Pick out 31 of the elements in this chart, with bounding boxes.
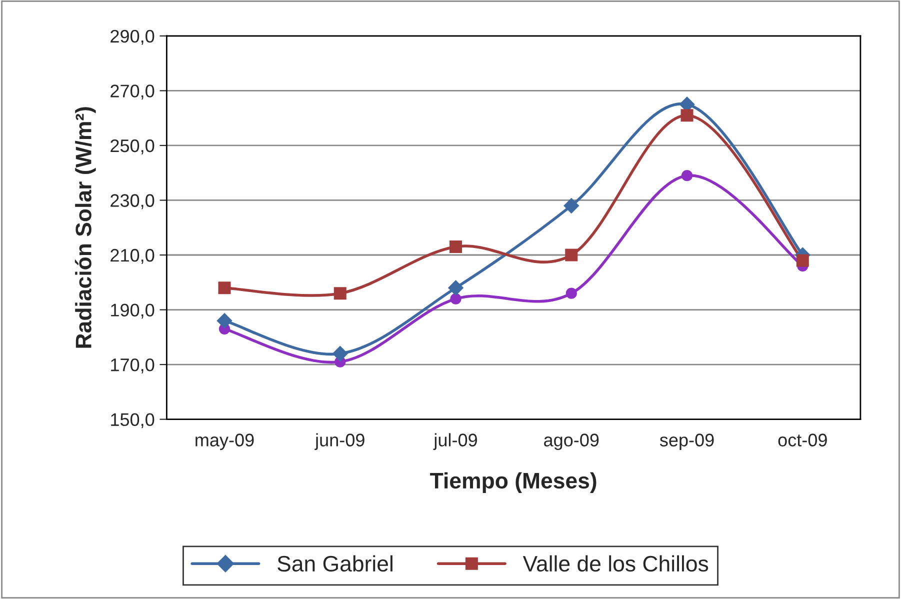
x-axis-title: Tiempo (Meses) <box>430 472 596 493</box>
y-tick-label: 230,0 <box>110 194 154 210</box>
y-tick-label: 290,0 <box>110 30 154 45</box>
y-tick-label: 150,0 <box>111 413 154 428</box>
x-tick-label: jul-09 <box>433 433 477 450</box>
y-tick-label: 210,0 <box>110 248 154 264</box>
point <box>450 240 462 254</box>
x-tick-label: sep-09 <box>660 434 714 450</box>
point <box>566 288 577 299</box>
point <box>334 287 346 300</box>
y-tick-label: 250,0 <box>110 139 154 154</box>
y-axis-title: Radiación Solar (W/m²) <box>74 107 96 348</box>
x-tick-label: ago-09 <box>544 434 599 450</box>
x-tick-label: oct-09 <box>778 434 827 446</box>
x-tick-label: jun-09 <box>314 433 364 450</box>
point <box>564 198 579 214</box>
y-tick-label: 270,0 <box>110 84 154 100</box>
legend-label: Valle de los Chillos <box>522 555 708 572</box>
y-tick-label: 190,0 <box>111 304 154 319</box>
point <box>216 313 232 328</box>
point <box>332 346 348 362</box>
point <box>680 109 694 122</box>
point <box>218 282 231 294</box>
x-tick-label: may-09 <box>196 434 254 450</box>
point <box>565 248 578 262</box>
legend-label: San Gabriel <box>278 555 392 572</box>
point <box>796 254 809 267</box>
point <box>448 280 464 296</box>
y-tick-label: 170,0 <box>111 358 154 374</box>
point <box>681 170 693 182</box>
point <box>450 293 462 304</box>
